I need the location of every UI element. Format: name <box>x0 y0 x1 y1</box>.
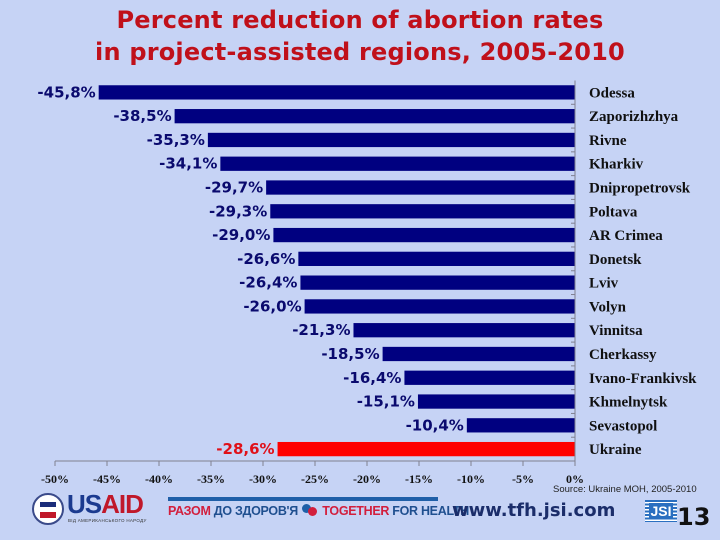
category-label: Ivano-Frankivsk <box>589 371 697 387</box>
category-label: Vinnitsa <box>589 323 643 339</box>
data-label: -38,5% <box>113 107 171 125</box>
x-axis: -50% -45% -40% -35% -30% -25% -20% -15% -10% -5% 0… <box>41 80 584 486</box>
category-label: Lviv <box>589 276 619 292</box>
bar-donetsk <box>298 251 575 266</box>
x-tick-label: 0% <box>566 472 584 486</box>
bar-poltava <box>270 204 575 219</box>
chart-title-line-2: in project-assisted regions, 2005-2010 <box>95 38 625 66</box>
tfh-text-for-health: FOR HEALTH <box>392 504 469 518</box>
data-label: -45,8% <box>37 83 95 101</box>
tfh-dots-icon <box>301 504 319 516</box>
data-label: -16,4% <box>343 369 401 387</box>
category-label: Ukraine <box>589 442 642 458</box>
tfh-text-together: TOGETHER <box>322 504 390 518</box>
category-label: Khmelnytsk <box>589 395 668 411</box>
x-tick-label: -40% <box>145 472 173 486</box>
x-tick-label: -30% <box>249 472 277 486</box>
x-tick-label: -15% <box>405 472 433 486</box>
data-label: -28,6% <box>216 440 274 458</box>
x-tick-label: -25% <box>301 472 329 486</box>
data-label: -10,4% <box>406 416 464 434</box>
bar-kharkiv <box>220 156 576 171</box>
data-label: -29,0% <box>212 226 270 244</box>
chart-title: Percent reduction of abortion rates in p… <box>0 4 720 68</box>
x-tick-label: -50% <box>41 472 69 486</box>
category-label: Kharkiv <box>589 157 644 173</box>
bar-dnipropetrovsk <box>266 180 575 195</box>
category-label: Donetsk <box>589 252 642 268</box>
tfh-text-razom: РАЗОМ <box>168 504 211 518</box>
bar-rivne <box>207 132 575 148</box>
bar-ivano-frankivsk <box>404 370 575 385</box>
jsi-logo: JSI <box>645 500 677 522</box>
data-label: -26,6% <box>237 250 295 268</box>
data-label: -15,1% <box>357 393 415 411</box>
bar-vinnitsa <box>353 323 575 338</box>
logo-rule <box>168 497 438 501</box>
bars-group: -45,8% Odessa -38,5% Zaporizhzhya -35,3% Rivn… <box>37 83 697 458</box>
source-note: Source: Ukraine MOH, 2005-2010 <box>553 484 697 495</box>
usaid-wordmark: USAID <box>67 489 144 519</box>
bar-volyn <box>304 299 575 314</box>
data-label: -21,3% <box>292 321 350 339</box>
website-url: www.tfh.jsi.com <box>452 500 616 521</box>
usaid-seal-icon <box>32 493 64 525</box>
x-tick-label: -10% <box>457 472 485 486</box>
category-label: Poltava <box>589 204 638 220</box>
category-label: Cherkassy <box>589 347 657 363</box>
category-label: Dnipropetrovsk <box>589 181 691 197</box>
usaid-tagline: ВІД АМЕРИКАНСЬКОГО НАРОДУ <box>68 518 147 523</box>
category-label: Odessa <box>589 85 635 101</box>
x-tick-label: -45% <box>93 472 121 486</box>
category-label: Volyn <box>589 299 627 315</box>
bar-sevastopol <box>466 418 575 433</box>
data-label: -34,1% <box>159 155 217 173</box>
bar-cherkassy <box>382 346 575 362</box>
together-for-health-logo: РАЗОМ ДО ЗДОРОВ'Я TOGETHER FOR HEALTH <box>168 497 469 523</box>
data-label: -26,4% <box>239 274 297 292</box>
category-label: AR Crimea <box>589 228 663 244</box>
bar-lviv <box>300 275 575 290</box>
x-tick-label: -35% <box>197 472 225 486</box>
x-tick-label: -20% <box>353 472 381 486</box>
x-tick-label: -5% <box>512 472 534 486</box>
bar-khmelnytsk <box>417 394 575 409</box>
data-label: -29,7% <box>205 179 263 197</box>
data-label: -29,3% <box>209 202 267 220</box>
bar-ar-crimea <box>273 227 575 243</box>
tfh-text-do-zdorovya: ДО ЗДОРОВ'Я <box>213 504 298 518</box>
bar-odessa <box>98 85 576 100</box>
data-label: -35,3% <box>147 131 205 149</box>
category-label: Rivne <box>589 133 627 149</box>
bar-ukraine <box>277 441 575 457</box>
chart-title-line-1: Percent reduction of abortion rates <box>116 6 604 34</box>
category-label: Zaporizhzhya <box>589 109 679 125</box>
usaid-logo: USAID ВІД АМЕРИКАНСЬКОГО НАРОДУ <box>30 490 160 526</box>
data-label: -26,0% <box>243 297 301 315</box>
category-label: Sevastopol <box>589 418 657 434</box>
bar-zaporizhzhya <box>174 109 575 124</box>
data-label: -18,5% <box>321 345 379 363</box>
page-number: 13 <box>677 503 711 531</box>
